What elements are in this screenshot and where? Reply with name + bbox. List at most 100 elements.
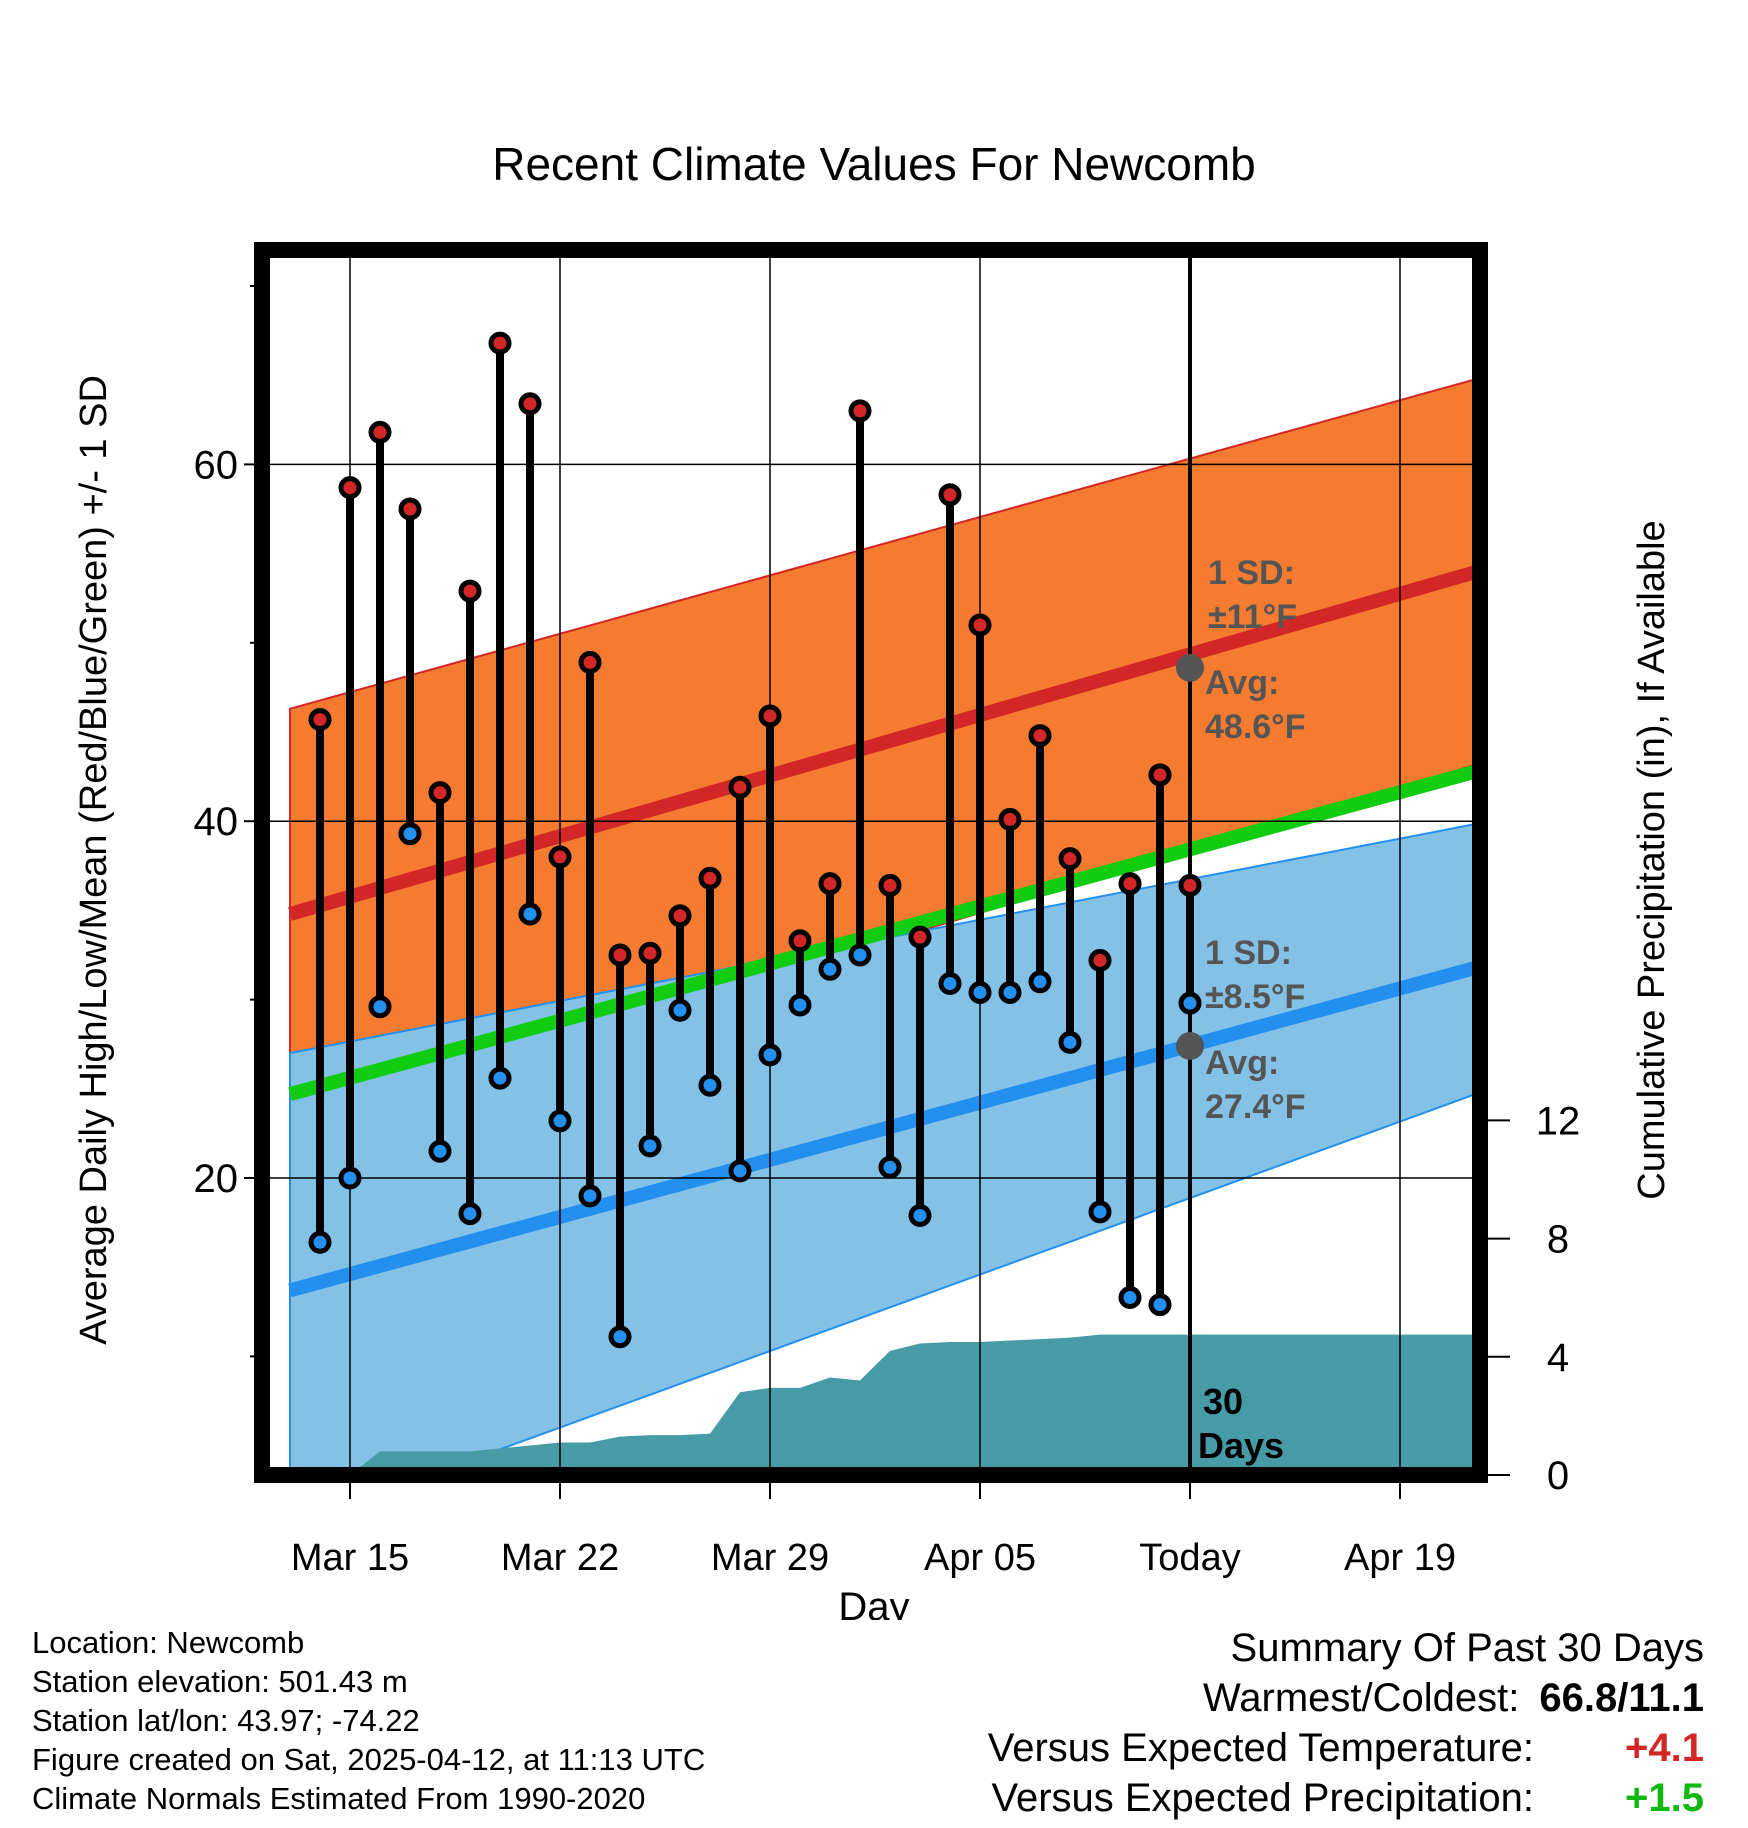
daily-high-point <box>518 392 542 416</box>
latlon-text: Station lat/lon: 43.97; -74.22 <box>32 1703 420 1738</box>
daily-low-point <box>1118 1286 1142 1310</box>
daily-high-point <box>578 650 602 674</box>
daily-low-point <box>518 902 542 926</box>
daily-low-point <box>548 1109 572 1133</box>
normals-text: Climate Normals Estimated From 1990-2020 <box>32 1781 646 1816</box>
low-avg-label: Avg: <box>1205 1044 1279 1082</box>
high-sd-value: ±11°F <box>1208 598 1297 636</box>
location-text: Location: Newcomb <box>32 1625 305 1660</box>
daily-low-point <box>458 1202 482 1226</box>
daily-low-point <box>578 1184 602 1208</box>
high-avg-label: Avg: <box>1205 664 1279 702</box>
daily-low-point <box>338 1166 362 1190</box>
daily-high-point <box>788 929 812 953</box>
plot-frame <box>254 242 1488 1483</box>
daily-high-point <box>848 399 872 423</box>
daily-low-point <box>998 980 1022 1004</box>
daily-low-point <box>1178 991 1202 1015</box>
warmest-coldest-label: Warmest/Coldest: <box>1203 1676 1520 1720</box>
daily-high-point <box>398 497 422 521</box>
warmest-coldest-row: Warmest/Coldest: 66.8/11.1 <box>988 1673 1704 1723</box>
summary-title: Summary Of Past 30 Days <box>1230 1626 1704 1670</box>
daily-high-point <box>1118 872 1142 896</box>
high-avg-value: 48.6°F <box>1205 708 1306 746</box>
summary-panel: Summary Of Past 30 Days Warmest/Coldest:… <box>988 1623 1704 1823</box>
daily-high-point <box>668 904 692 928</box>
daily-high-point <box>428 781 452 805</box>
daily-low-point <box>878 1155 902 1179</box>
days-label: Days <box>1198 1425 1284 1466</box>
daily-high-point <box>638 941 662 965</box>
daily-high-point <box>608 943 632 967</box>
daily-low-point <box>968 980 992 1004</box>
daily-high-point <box>968 613 992 637</box>
daily-low-point <box>428 1139 452 1163</box>
normal-high-line <box>288 563 1480 921</box>
temp-departure-row: Versus Expected Temperature: +4.1 <box>988 1723 1704 1773</box>
daily-high-point <box>998 807 1022 831</box>
daily-high-point <box>698 866 722 890</box>
low-sd-label: 1 SD: <box>1205 934 1292 972</box>
daily-low-point <box>788 993 812 1017</box>
daily-low-point <box>938 972 962 996</box>
low-avg-value: 27.4°F <box>1205 1088 1306 1126</box>
temp-departure-value: +4.1 <box>1625 1726 1704 1770</box>
today-avg-low-marker <box>1176 1031 1204 1060</box>
precip-departure-value: +1.5 <box>1625 1776 1704 1820</box>
daily-high-point <box>308 708 332 732</box>
low-sd-value: ±8.5°F <box>1205 978 1305 1016</box>
daily-low-point <box>668 998 692 1022</box>
precip-departure-label: Versus Expected Precipitation: <box>991 1776 1534 1820</box>
daily-high-point <box>878 873 902 897</box>
daily-low-point <box>698 1073 722 1097</box>
daily-high-point <box>1088 948 1112 972</box>
daily-high-point <box>488 331 512 355</box>
high-sd-label: 1 SD: <box>1208 554 1295 592</box>
plot-area: 1 SD: ±11°F Avg: 48.6°F 1 SD: ±8.5°F Avg: 27.4°… <box>194 242 1581 1579</box>
x-tick-label: Apr 05 <box>924 1537 1036 1579</box>
daily-high-point <box>908 925 932 949</box>
daily-low-point <box>1088 1200 1112 1224</box>
plot-inner <box>262 250 1480 1475</box>
y-tick-label: 60 <box>194 443 239 487</box>
daily-low-point <box>398 822 422 846</box>
daily-low-point <box>1148 1293 1172 1317</box>
precip-area <box>290 1334 1480 1475</box>
daily-high-point <box>458 579 482 603</box>
elevation-text: Station elevation: 501.43 m <box>32 1664 408 1699</box>
daily-high-point <box>368 420 392 444</box>
daily-high-point <box>1028 724 1052 748</box>
daily-low-point <box>848 943 872 967</box>
x-tick-label: Mar 22 <box>501 1537 619 1579</box>
low-sd-band <box>289 822 1480 1475</box>
station-metadata: Location: Newcomb Station elevation: 501… <box>32 1623 705 1818</box>
y2-tick-label: 0 <box>1547 1454 1569 1498</box>
daily-low-point <box>308 1230 332 1254</box>
climate-chart: Recent Climate Values For Newcomb 1 SD: ±… <box>73 138 1673 1620</box>
x-tick-label: Mar 29 <box>711 1537 829 1579</box>
chart-title: Recent Climate Values For Newcomb <box>492 138 1256 190</box>
y2-tick-label: 8 <box>1547 1218 1569 1262</box>
daily-high-point <box>938 483 962 507</box>
y-axis-label: Average Daily High/Low/Mean (Red/Blue/Gr… <box>73 375 115 1345</box>
y2-tick-label: 4 <box>1547 1336 1569 1380</box>
temp-departure-label: Versus Expected Temperature: <box>987 1726 1534 1770</box>
y-tick-label: 20 <box>194 1157 239 1201</box>
y2-tick-label: 12 <box>1536 1099 1581 1143</box>
daily-low-point <box>608 1325 632 1349</box>
daily-high-point <box>758 704 782 728</box>
daily-high-point <box>1148 763 1172 787</box>
daily-low-point <box>488 1066 512 1090</box>
daily-low-point <box>758 1043 782 1067</box>
daily-low-point <box>368 995 392 1019</box>
days-count-label: 30 <box>1203 1381 1243 1422</box>
created-text: Figure created on Sat, 2025-04-12, at 11… <box>32 1742 706 1777</box>
today-avg-high-marker <box>1176 653 1204 682</box>
y-tick-label: 40 <box>194 800 239 844</box>
daily-high-point <box>728 775 752 799</box>
x-tick-label: Apr 19 <box>1344 1537 1456 1579</box>
daily-high-point <box>338 476 362 500</box>
daily-high-point <box>818 872 842 896</box>
warmest-coldest-value: 66.8/11.1 <box>1539 1676 1704 1720</box>
precip-departure-row: Versus Expected Precipitation: +1.5 <box>988 1773 1704 1823</box>
